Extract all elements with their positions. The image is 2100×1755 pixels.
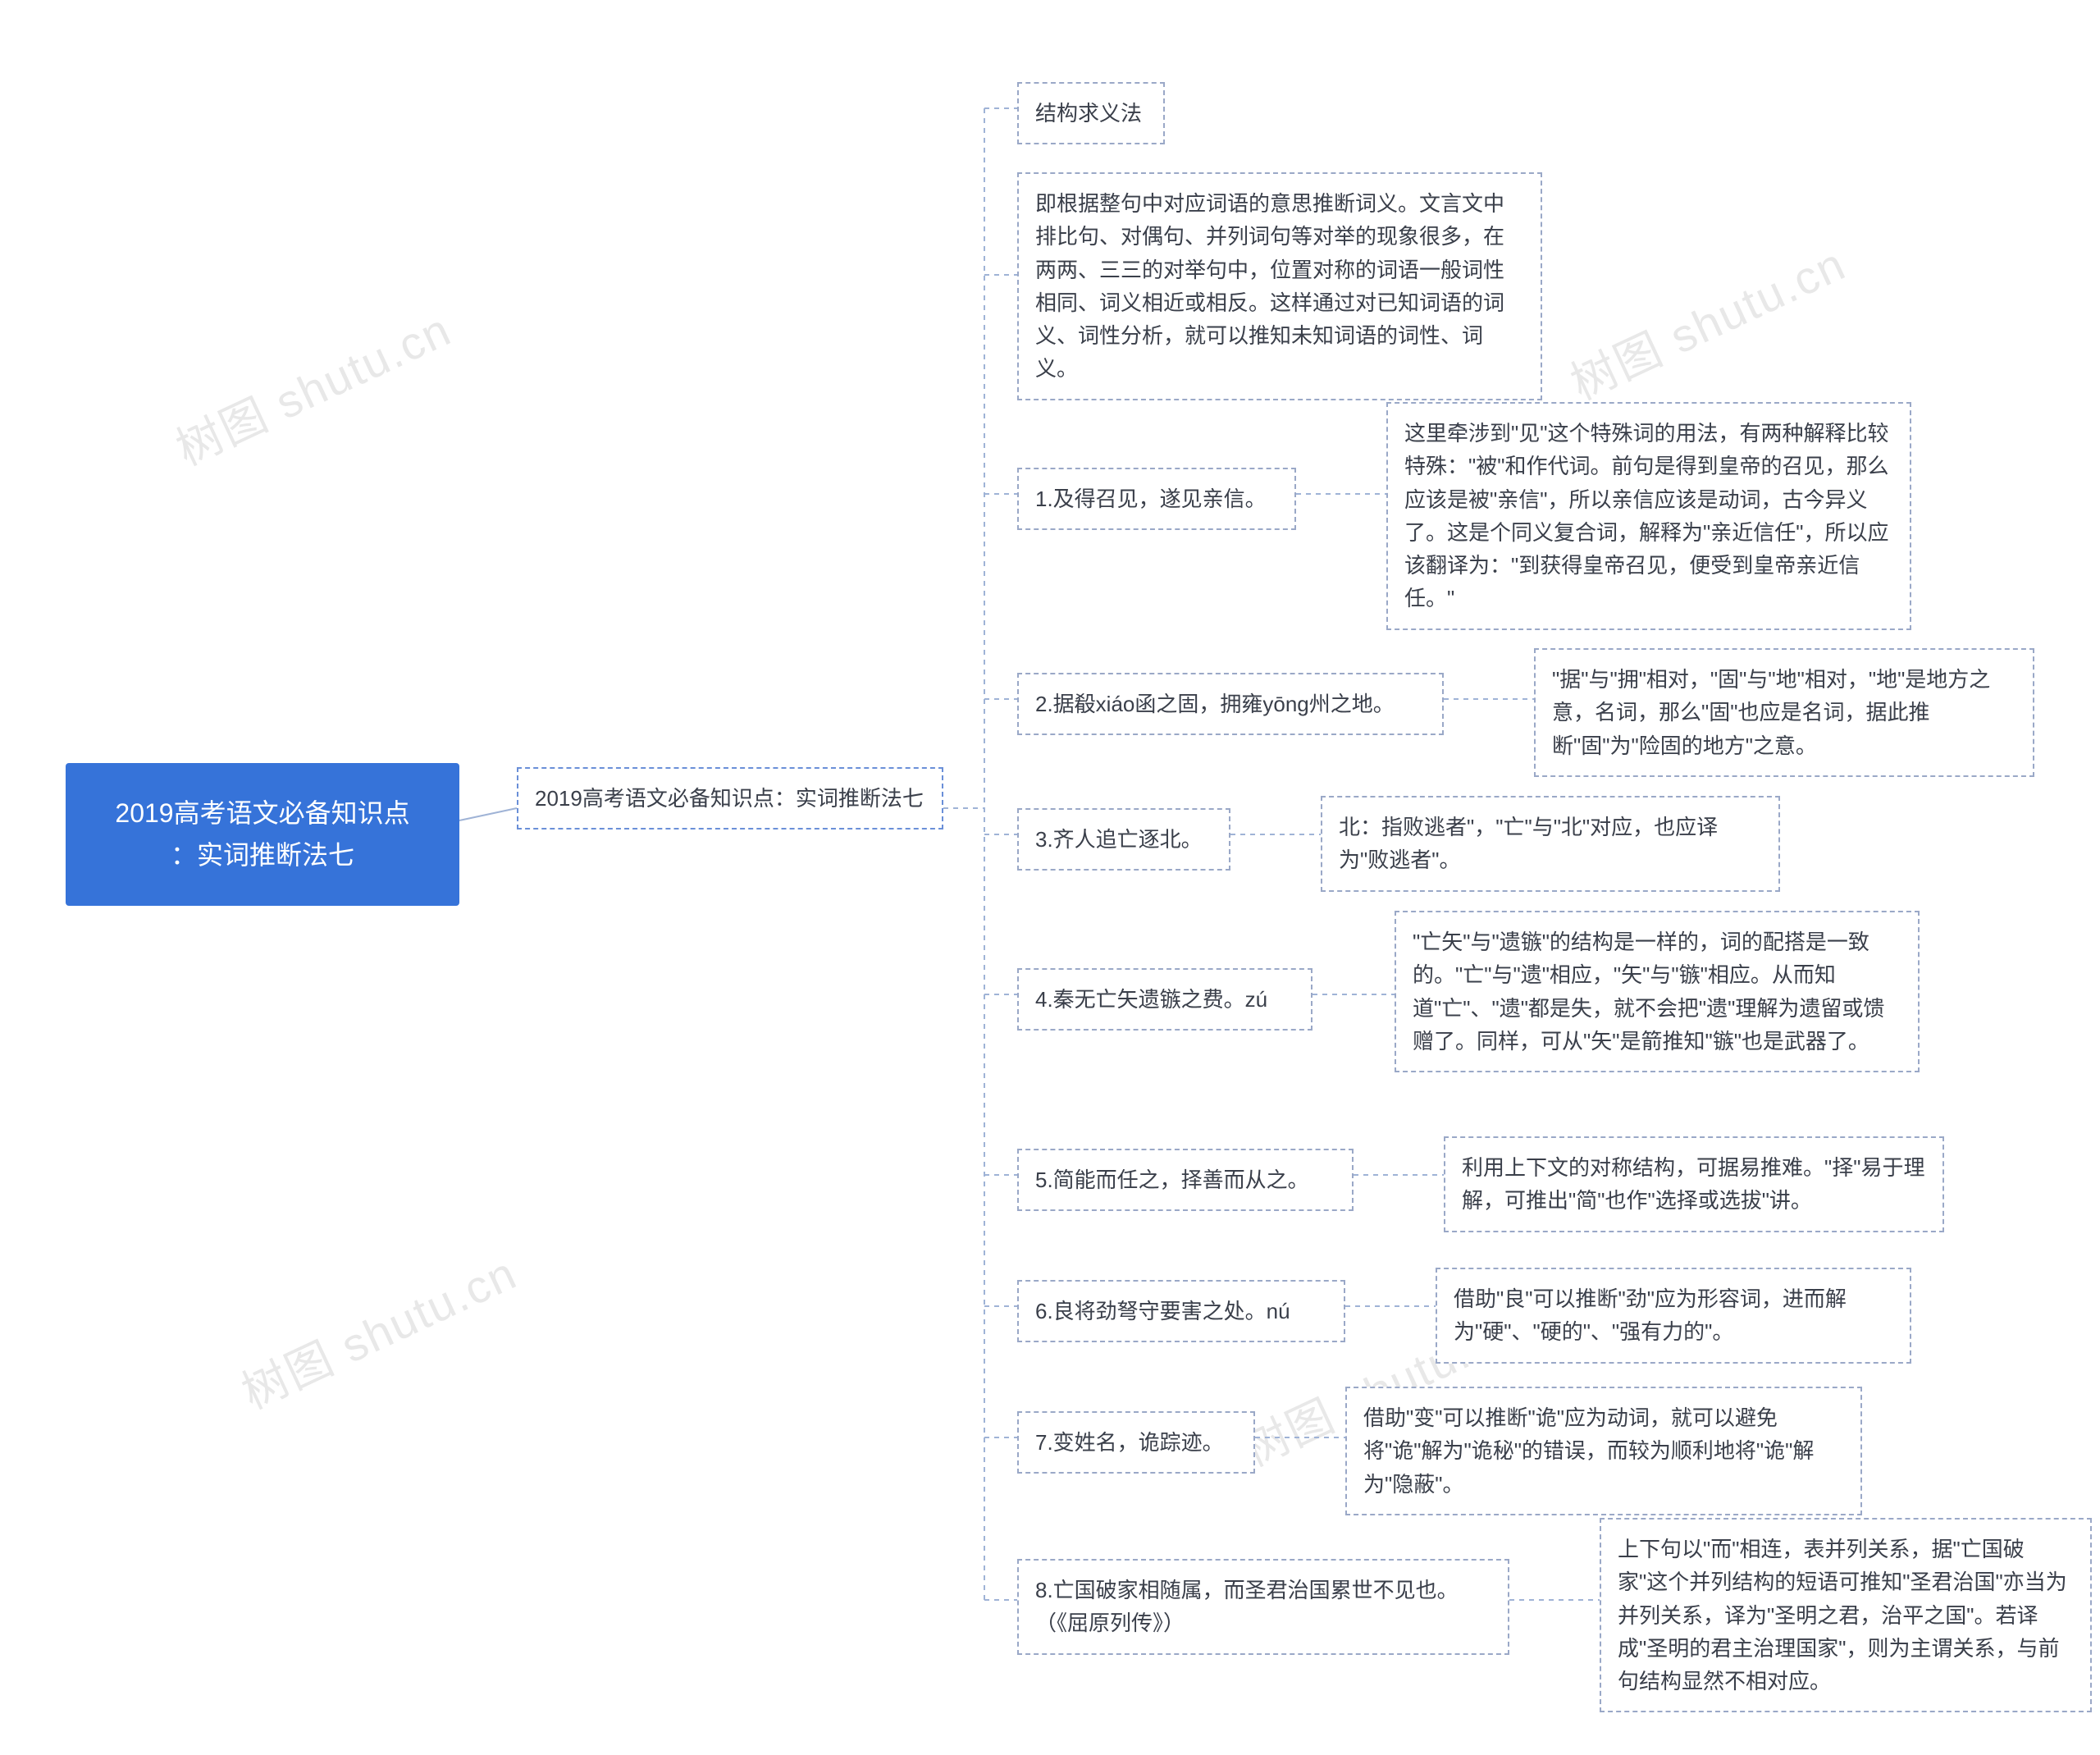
root-node[interactable]: 2019高考语文必备知识点：实词推断法七 [66, 763, 459, 906]
node-label: "亡矢"与"遗镞"的结构是一样的，词的配搭是一致的。"亡"与"遗"相应，"矢"与… [1413, 930, 1884, 1053]
node-label: 7.变姓名，诡踪迹。 [1035, 1430, 1224, 1455]
node-label: 2.据殽xiáo函之固，拥雍yōng州之地。 [1035, 692, 1395, 716]
l2-node-example-7[interactable]: 7.变姓名，诡踪迹。 [1017, 1411, 1255, 1474]
l3-explanation-7[interactable]: 借助"变"可以推断"诡"应为动词，就可以避免将"诡"解为"诡秘"的错误，而较为顺… [1345, 1387, 1862, 1515]
l2-node-example-3[interactable]: 3.齐人追亡逐北。 [1017, 808, 1230, 871]
l2-node-example-8[interactable]: 8.亡国破家相随属，而圣君治国累世不见也。（《屈原列传》） [1017, 1559, 1509, 1655]
l2-node-example-6[interactable]: 6.良将劲弩守要害之处。nú [1017, 1280, 1345, 1342]
node-label: 利用上下文的对称结构，可据易推难。"择"易于理解，可推出"简"也作"选择或选拔"… [1462, 1155, 1924, 1213]
node-label: 即根据整句中对应词语的意思推断词义。文言文中排比句、对偶句、并列词句等对举的现象… [1035, 191, 1504, 381]
root-label: 2019高考语文必备知识点：实词推断法七 [115, 798, 409, 870]
mindmap-diagram: 树图 shutu.cn 树图 shutu.cn 树图 shutu.cn 树图 s… [0, 0, 2100, 1755]
node-label: 北：指败逃者"，"亡"与"北"对应，也应译为"败逃者"。 [1339, 815, 1718, 872]
node-label: 这里牵涉到"见"这个特殊词的用法，有两种解释比较特殊："被"和作代词。前句是得到… [1404, 421, 1888, 610]
l2-node-structure-method[interactable]: 结构求义法 [1017, 82, 1165, 144]
level1-node[interactable]: 2019高考语文必备知识点：实词推断法七 [517, 767, 943, 830]
node-label: 借助"良"可以推断"劲"应为形容词，进而解为"硬"、"硬的"、"强有力的"。 [1454, 1287, 1847, 1344]
l3-explanation-3[interactable]: 北：指败逃者"，"亡"与"北"对应，也应译为"败逃者"。 [1321, 796, 1780, 892]
l2-node-example-2[interactable]: 2.据殽xiáo函之固，拥雍yōng州之地。 [1017, 673, 1444, 735]
l2-node-example-5[interactable]: 5.简能而任之，择善而从之。 [1017, 1149, 1354, 1211]
l3-explanation-5[interactable]: 利用上下文的对称结构，可据易推难。"择"易于理解，可推出"简"也作"选择或选拔"… [1444, 1136, 1944, 1232]
watermark: 树图 shutu.cn [164, 293, 461, 478]
node-label: 6.良将劲弩守要害之处。nú [1035, 1299, 1290, 1323]
node-label: "据"与"拥"相对，"固"与"地"相对，"地"是地方之意，名词，那么"固"也应是… [1552, 667, 1990, 758]
node-label: 8.亡国破家相随属，而圣君治国累世不见也。（《屈原列传》） [1035, 1578, 1459, 1635]
node-label: 3.齐人追亡逐北。 [1035, 827, 1203, 852]
l3-explanation-1[interactable]: 这里牵涉到"见"这个特殊词的用法，有两种解释比较特殊："被"和作代词。前句是得到… [1386, 402, 1911, 630]
watermark: 树图 shutu.cn [230, 1236, 527, 1422]
node-label: 结构求义法 [1035, 101, 1142, 126]
watermark: 树图 shutu.cn [1559, 227, 1856, 413]
l3-explanation-4[interactable]: "亡矢"与"遗镞"的结构是一样的，词的配搭是一致的。"亡"与"遗"相应，"矢"与… [1395, 911, 1920, 1072]
node-label: 借助"变"可以推断"诡"应为动词，就可以避免将"诡"解为"诡秘"的错误，而较为顺… [1363, 1405, 1814, 1497]
l2-node-example-4[interactable]: 4.秦无亡矢遗镞之费。zú [1017, 968, 1312, 1031]
l3-explanation-6[interactable]: 借助"良"可以推断"劲"应为形容词，进而解为"硬"、"硬的"、"强有力的"。 [1436, 1268, 1911, 1364]
l3-explanation-2[interactable]: "据"与"拥"相对，"固"与"地"相对，"地"是地方之意，名词，那么"固"也应是… [1534, 648, 2034, 777]
level1-label: 2019高考语文必备知识点：实词推断法七 [535, 786, 924, 811]
l3-explanation-8[interactable]: 上下句以"而"相连，表并列关系，据"亡国破家"这个并列结构的短语可推知"圣君治国… [1600, 1518, 2092, 1712]
node-label: 上下句以"而"相连，表并列关系，据"亡国破家"这个并列结构的短语可推知"圣君治国… [1618, 1537, 2067, 1693]
node-label: 4.秦无亡矢遗镞之费。zú [1035, 987, 1267, 1012]
node-label: 5.简能而任之，择善而从之。 [1035, 1168, 1309, 1192]
node-label: 1.及得召见，遂见亲信。 [1035, 487, 1267, 511]
l2-node-example-1[interactable]: 1.及得召见，遂见亲信。 [1017, 468, 1296, 530]
l2-node-definition[interactable]: 即根据整句中对应词语的意思推断词义。文言文中排比句、对偶句、并列词句等对举的现象… [1017, 172, 1542, 400]
